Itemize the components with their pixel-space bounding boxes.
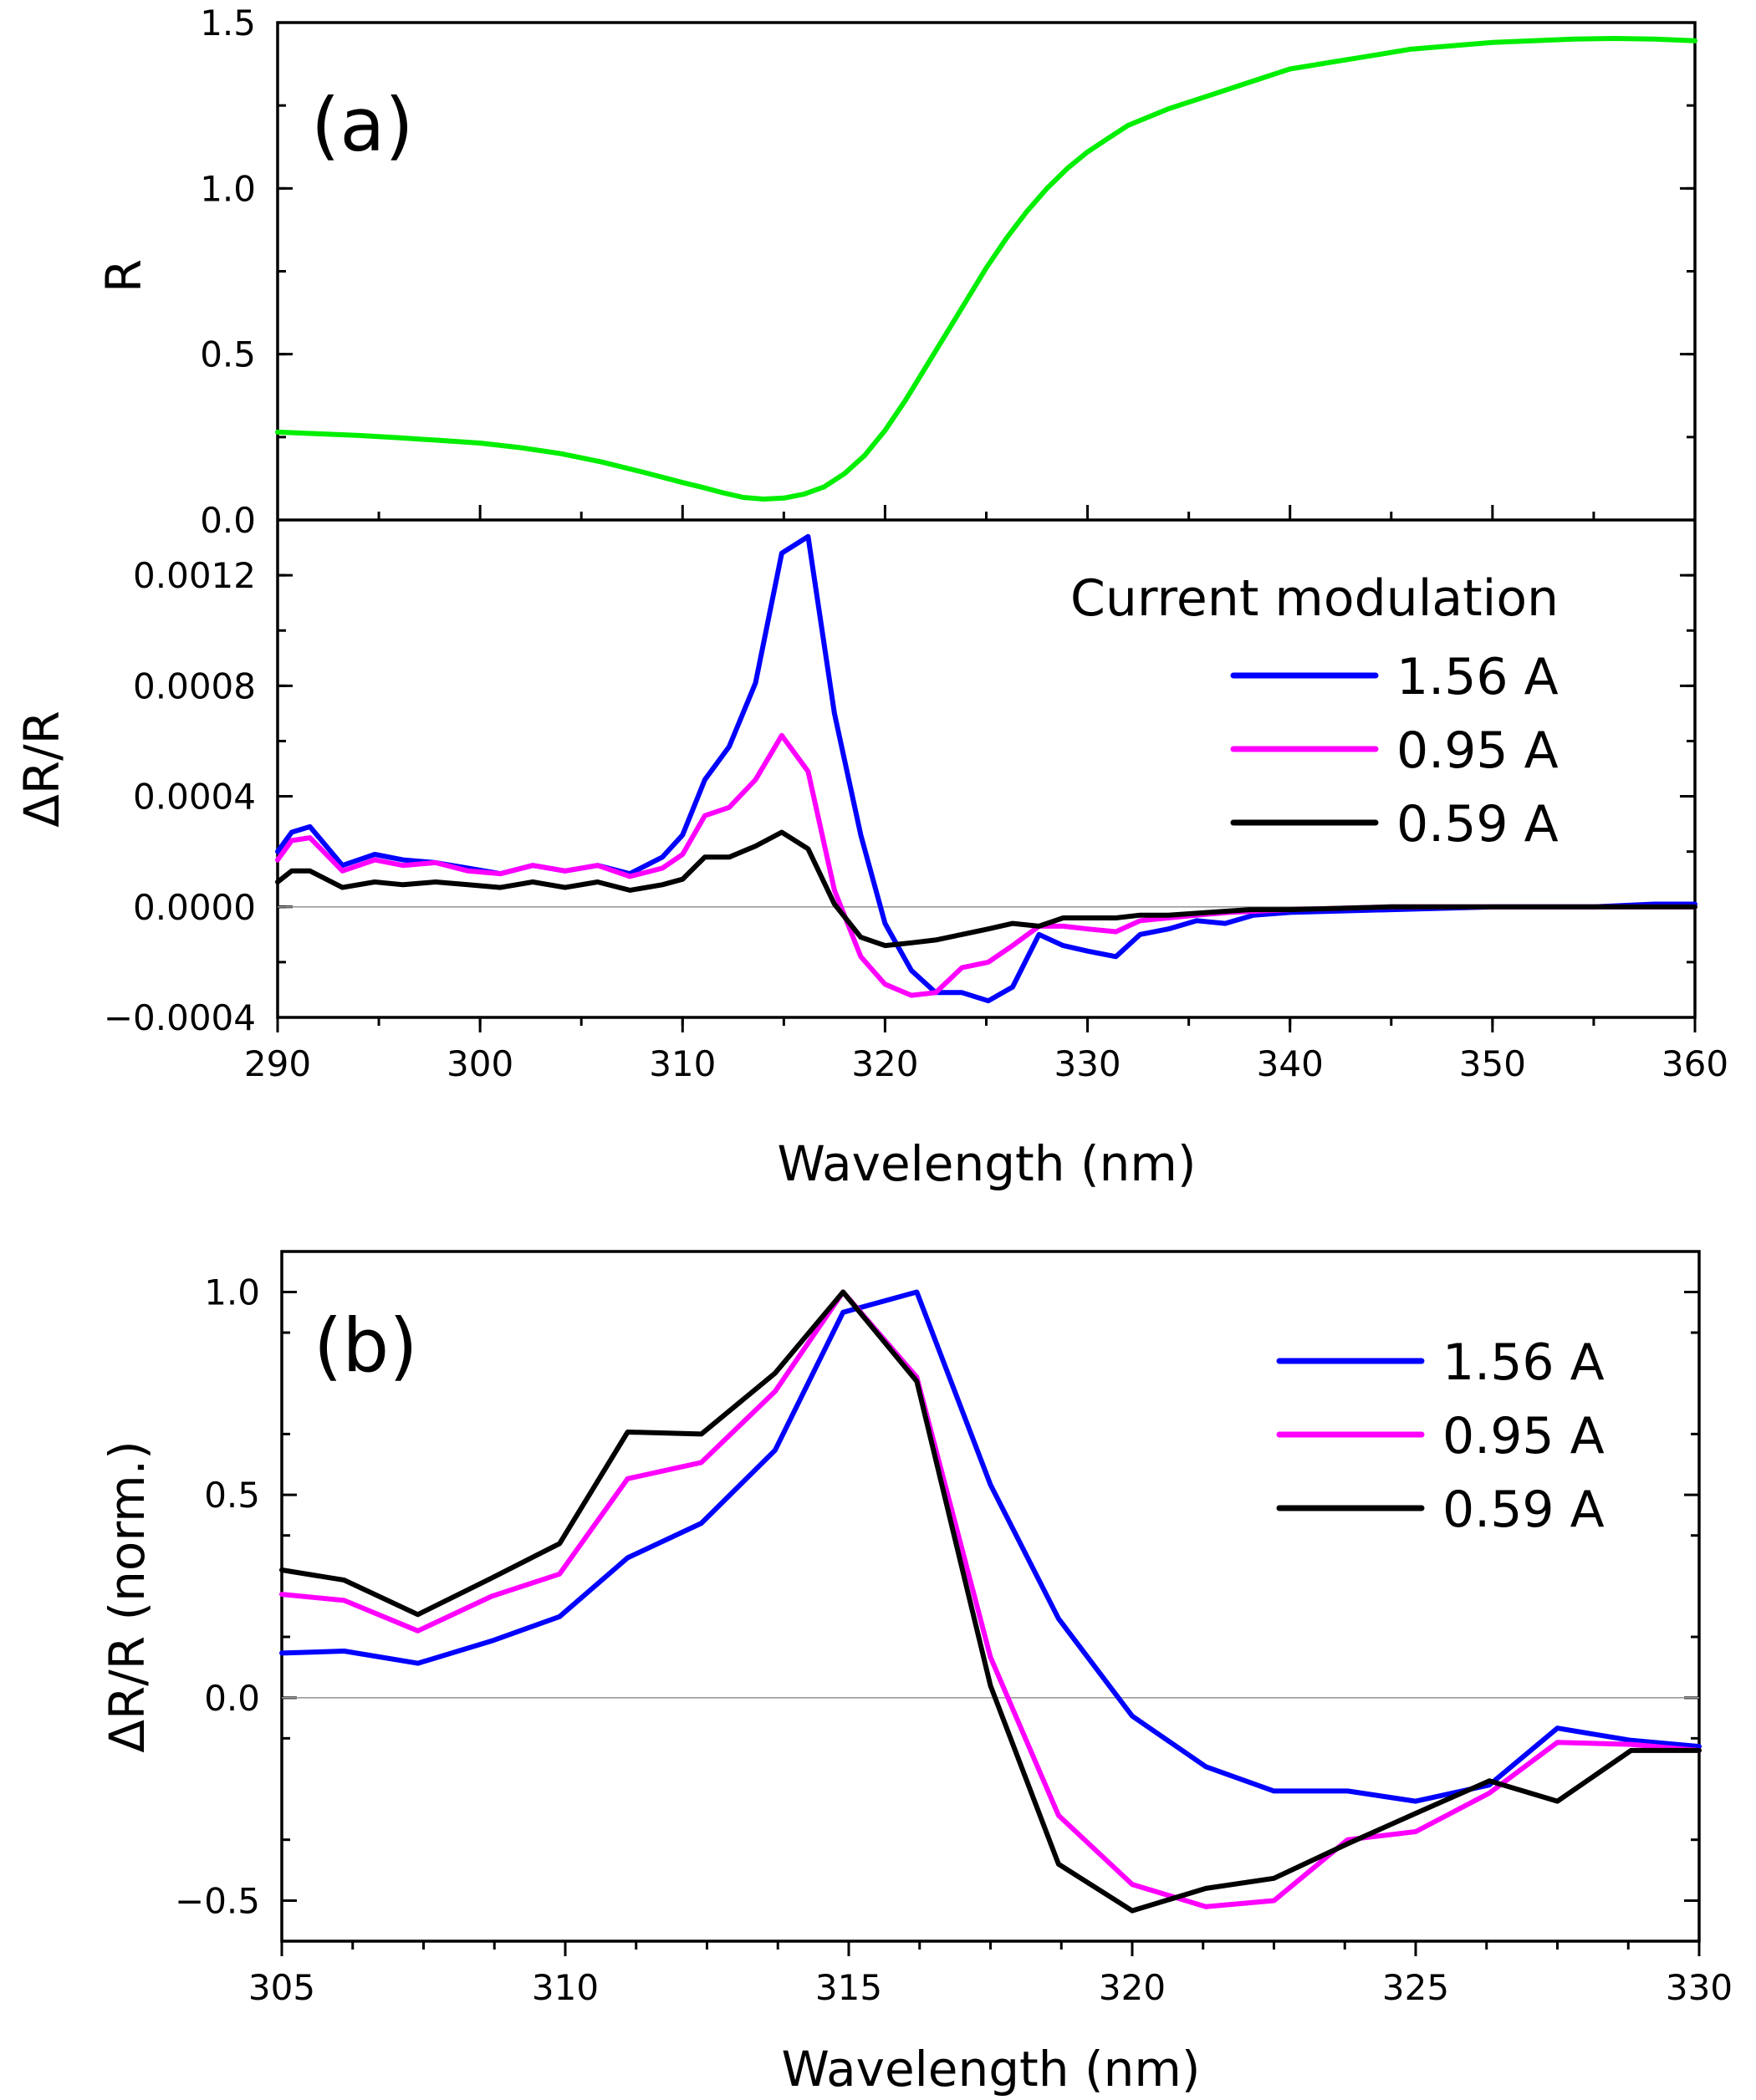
y-tick-label: 1.5 <box>200 3 256 43</box>
x-tick-label: 310 <box>532 1967 599 2008</box>
legend-label: 0.95 A <box>1442 1407 1605 1465</box>
x-tick-label: 330 <box>1054 1043 1120 1084</box>
series-line <box>275 36 1697 502</box>
x-tick-label: 325 <box>1382 1967 1449 2008</box>
y-tick-label: −0.0004 <box>104 997 256 1038</box>
y-tick-label: 0.0012 <box>133 555 256 596</box>
x-tick-label: 315 <box>815 1967 882 2008</box>
y-tick-label: 0.5 <box>200 334 256 375</box>
x-tick-label: 320 <box>851 1043 918 1084</box>
bottom-legend: 1.56 A 0.95 A 0.59 A <box>1276 1333 1605 1539</box>
x-tick-label: 360 <box>1662 1043 1728 1084</box>
panel-label-b: (b) <box>314 1302 418 1389</box>
middle-x-ticks: 290 300 310 320 330 340 350 360 <box>244 1017 1728 1084</box>
x-tick-label: 350 <box>1459 1043 1526 1084</box>
middle-y-ticks: −0.0004 0.0000 0.0004 0.0008 0.0012 <box>104 518 1695 1038</box>
y-tick-label: 0.0008 <box>133 665 256 706</box>
y-tick-label: 0.0000 <box>133 887 256 928</box>
middle-series <box>275 533 1697 1004</box>
x-tick-label: 305 <box>248 1967 315 2008</box>
middle-y-axis-label: ΔR/R <box>13 711 70 828</box>
middle-x-axis-label: Wavelength (nm) <box>777 1135 1196 1192</box>
legend-label: 1.56 A <box>1396 648 1559 706</box>
panel-label-a: (a) <box>311 82 414 168</box>
x-tick-label: 290 <box>244 1043 311 1084</box>
y-tick-label: 0.0 <box>204 1678 260 1719</box>
y-tick-label: 0.0004 <box>133 777 256 818</box>
y-tick-label: 1.0 <box>204 1272 260 1313</box>
x-tick-label: 330 <box>1666 1967 1733 2008</box>
middle-legend: Current modulation 1.56 A 0.95 A 0.59 A <box>1070 569 1559 854</box>
legend-label: 0.59 A <box>1396 795 1559 854</box>
legend-title: Current modulation <box>1070 569 1559 628</box>
series-line <box>275 533 1697 1004</box>
y-tick-label: 0.5 <box>204 1475 260 1516</box>
panel-b: (b) ΔR/R (norm.) −0.5 0.0 0.5 1.0 305 310 315… <box>99 1250 1733 2097</box>
x-tick-label: 320 <box>1099 1967 1166 2008</box>
panel-a: (a) R 0.0 0.5 1.0 1.5 ΔR/R −0.0004 0.0000 0.0… <box>13 3 1728 1192</box>
x-tick-label: 310 <box>649 1043 716 1084</box>
legend-label: 1.56 A <box>1442 1333 1605 1392</box>
bottom-series <box>279 1289 1702 1914</box>
series-line <box>279 1289 1702 1909</box>
top-y-axis-label: R <box>95 259 152 293</box>
legend-label: 0.95 A <box>1396 721 1559 780</box>
series-line <box>275 829 1697 949</box>
x-tick-label: 300 <box>447 1043 513 1084</box>
top-series <box>275 36 1697 502</box>
bottom-x-axis-label: Wavelength (nm) <box>781 2041 1200 2097</box>
series-line <box>279 1289 1702 1914</box>
y-tick-label: 1.0 <box>200 168 256 209</box>
series-line <box>275 732 1697 998</box>
bottom-y-ticks: −0.5 0.0 0.5 1.0 <box>175 1272 1699 1943</box>
y-tick-label: −0.5 <box>175 1880 260 1921</box>
bottom-x-ticks: 305 310 315 320 325 330 <box>248 1941 1733 2008</box>
legend-label: 0.59 A <box>1442 1481 1605 1539</box>
bottom-y-axis-label: ΔR/R (norm.) <box>99 1440 156 1753</box>
top-y-ticks: 0.0 0.5 1.0 1.5 <box>200 3 1697 541</box>
y-tick-label: 0.0 <box>200 500 256 541</box>
x-tick-label: 340 <box>1257 1043 1324 1084</box>
